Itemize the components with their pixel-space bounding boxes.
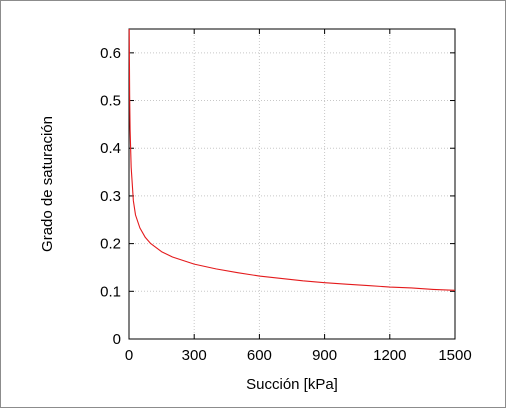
series-layer xyxy=(128,28,456,291)
y-tick-label: 0.2 xyxy=(100,236,121,253)
y-tick-label: 0 xyxy=(113,331,121,348)
x-tick-label: 0 xyxy=(125,347,133,364)
x-axis-label: Succión [kPa] xyxy=(246,376,338,393)
grid xyxy=(129,29,455,339)
y-tick-label: 0.1 xyxy=(100,283,121,300)
ticks xyxy=(128,29,456,340)
y-tick-label: 0.5 xyxy=(100,93,121,110)
y-axis-label: Grado de saturación xyxy=(39,116,56,252)
plot-area xyxy=(128,28,456,340)
series-line xyxy=(128,28,456,291)
x-tick-label: 600 xyxy=(247,347,272,364)
y-tick-label: 0.6 xyxy=(100,45,121,62)
x-tick-label: 1200 xyxy=(373,347,406,364)
x-tick-labels: 0 300 600 900 1200 1500 xyxy=(125,347,472,364)
y-tick-label: 0.3 xyxy=(100,188,121,205)
y-tick-label: 0.4 xyxy=(100,140,121,157)
y-tick-labels: 0 0.1 0.2 0.3 0.4 0.5 0.6 xyxy=(100,45,121,348)
x-tick-label: 300 xyxy=(182,347,207,364)
x-tick-label: 900 xyxy=(312,347,337,364)
x-tick-label: 1500 xyxy=(438,347,471,364)
